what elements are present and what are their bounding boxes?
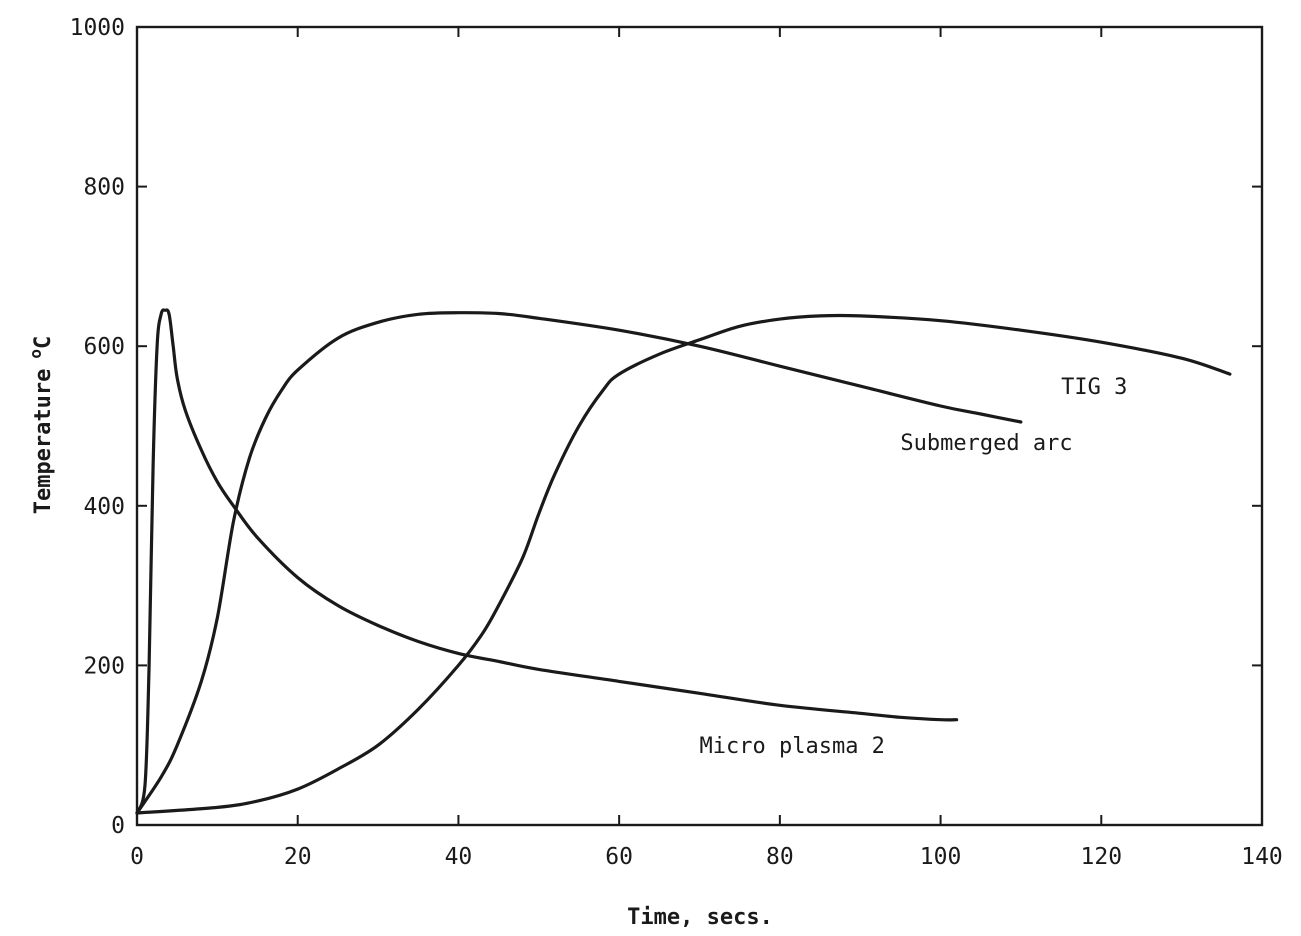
y-axis-label-text: Temperature <box>31 369 56 515</box>
plot-frame <box>135 25 1264 827</box>
series-labels: Micro plasma 2 Submerged arc TIG 3 <box>700 375 1128 759</box>
y-tick-label: 0 <box>111 813 125 839</box>
x-tick-label: 80 <box>766 844 794 870</box>
y-tick-label: 400 <box>83 494 125 520</box>
series-line-micro-plasma-2 <box>135 308 959 815</box>
x-tick-label: 60 <box>605 844 633 870</box>
x-tick-label: 20 <box>284 844 312 870</box>
x-tick-label: 140 <box>1241 844 1283 870</box>
y-axis-label: Temperature oC <box>26 336 56 515</box>
x-axis-label: Time, secs. <box>627 905 773 930</box>
series-label-submerged-arc: Submerged arc <box>900 431 1072 456</box>
y-tick-label: 200 <box>83 653 125 679</box>
series-label-micro-plasma-2: Micro plasma 2 <box>700 734 885 759</box>
plot-area <box>135 25 1264 827</box>
series-lines <box>135 308 1232 815</box>
series-line-submerged-arc <box>135 311 1023 815</box>
y-tick-label: 600 <box>83 334 125 360</box>
x-tick-label: 100 <box>920 844 962 870</box>
series-label-tig-3: TIG 3 <box>1061 375 1127 400</box>
x-tick-label: 0 <box>130 844 144 870</box>
y-axis-unit-degree: o <box>26 349 45 359</box>
y-axis-unit: C <box>31 336 56 349</box>
axis-ticks <box>136 26 1263 826</box>
series-line-tig-3 <box>135 313 1232 815</box>
x-tick-label: 120 <box>1081 844 1123 870</box>
x-tick-label: 40 <box>445 844 473 870</box>
y-tick-labels: 0 200 400 600 800 1000 <box>70 15 125 839</box>
y-tick-label: 800 <box>83 175 125 201</box>
y-tick-label: 1000 <box>70 15 125 41</box>
x-tick-labels: 0 20 40 60 80 100 120 140 <box>130 844 1283 870</box>
